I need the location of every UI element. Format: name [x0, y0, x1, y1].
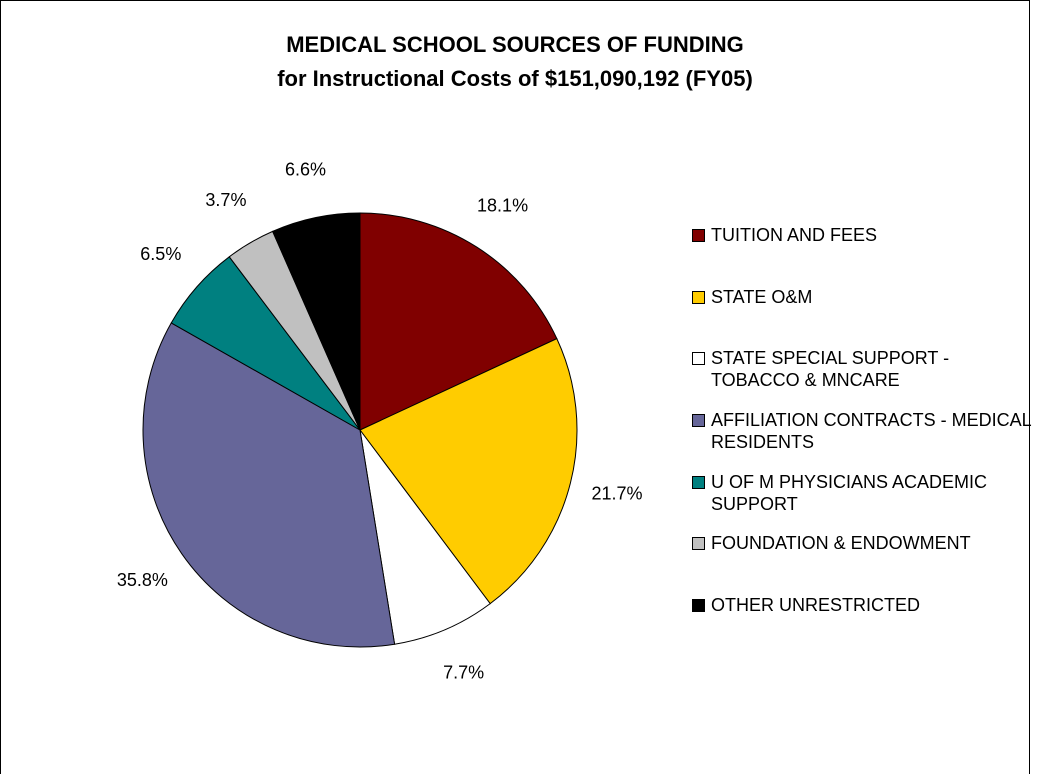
slice-label: 7.7%	[443, 663, 484, 683]
legend-item: U OF M PHYSICIANS ACADEMIC SUPPORT	[692, 471, 1037, 533]
legend-item: STATE O&M	[692, 286, 1037, 348]
legend-item: AFFILIATION CONTRACTS - MEDICAL RESIDENT…	[692, 409, 1037, 471]
slice-label: 35.8%	[117, 570, 168, 590]
legend-label: FOUNDATION & ENDOWMENT	[711, 533, 971, 554]
legend-swatch	[692, 290, 705, 304]
legend-item: STATE SPECIAL SUPPORT - TOBACCO & MNCARE	[692, 347, 1037, 409]
legend-label: U OF M PHYSICIANS ACADEMIC SUPPORT	[711, 471, 988, 514]
pie-slice	[142, 322, 396, 648]
legend-swatch	[692, 599, 705, 613]
legend-item: FOUNDATION & ENDOWMENT	[692, 532, 1037, 594]
slice-label: 18.1%	[477, 195, 528, 215]
pie-slice	[359, 212, 558, 431]
legend-swatch	[692, 352, 705, 366]
legend-swatch	[692, 414, 705, 428]
chart-subtitle: for Instructional Costs of $151,090,192 …	[277, 66, 753, 91]
slice-label: 21.7%	[591, 483, 642, 503]
pie-slice	[359, 337, 578, 605]
legend-swatch	[692, 537, 705, 551]
legend-label: TUITION AND FEES	[711, 225, 878, 245]
legend: TUITION AND FEES STATE O&M STATE SPECIAL S…	[692, 224, 1037, 656]
legend-item: OTHER UNRESTRICTED	[692, 594, 1037, 656]
slice-label: 3.7%	[205, 190, 246, 210]
pie-slice	[359, 429, 491, 645]
slice-label: 6.6%	[285, 159, 326, 179]
legend-swatch	[692, 229, 705, 242]
chart-title: MEDICAL SCHOOL SOURCES OF FUNDING	[286, 32, 744, 57]
legend-swatch	[692, 475, 705, 489]
legend-label: AFFILIATION CONTRACTS - MEDICAL RESIDENT…	[711, 410, 1032, 453]
legend-item: TUITION AND FEES	[692, 224, 1037, 286]
slice-label: 6.5%	[140, 244, 181, 264]
pie-slice	[271, 212, 361, 431]
legend-label: OTHER UNRESTRICTED	[711, 595, 921, 616]
legend-label: STATE O&M	[711, 286, 813, 307]
legend-label: STATE SPECIAL SUPPORT - TOBACCO & MNCARE	[711, 348, 950, 391]
